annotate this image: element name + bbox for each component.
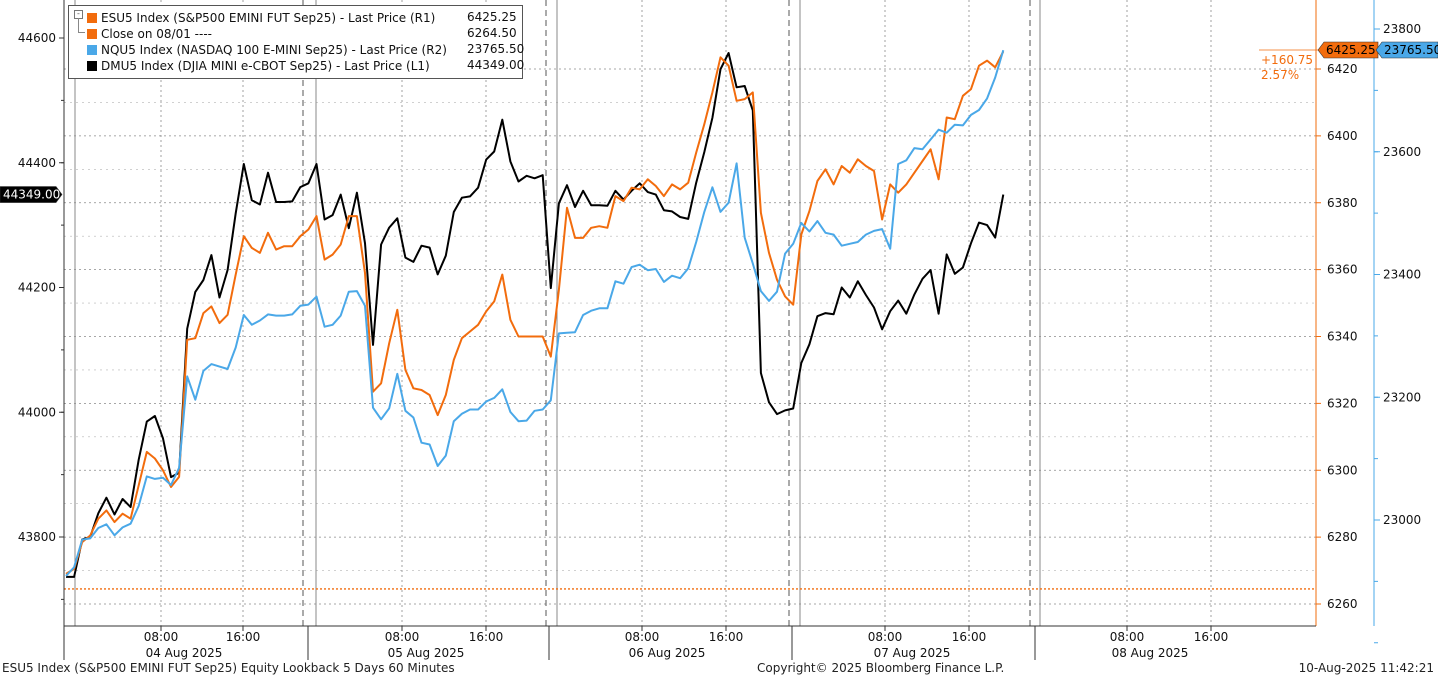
legend[interactable]: - ESU5 Index (S&P500 EMINI FUT Sep25) - … bbox=[68, 5, 525, 79]
x-tick-label: 16:00 bbox=[1194, 630, 1229, 644]
l1-last-value-bg bbox=[0, 186, 63, 203]
day-label: 08 Aug 2025 bbox=[1112, 646, 1189, 660]
r1-tick-label: 6380 bbox=[1327, 196, 1358, 210]
day-label: 05 Aug 2025 bbox=[388, 646, 465, 660]
x-tick-label: 08:00 bbox=[385, 630, 420, 644]
plot-area bbox=[64, 0, 1316, 626]
l1-tick-label: 44600 bbox=[18, 31, 56, 45]
day-label: 04 Aug 2025 bbox=[146, 646, 223, 660]
r1-tick-label: 6360 bbox=[1327, 263, 1358, 277]
x-tick-label: 16:00 bbox=[952, 630, 987, 644]
l1-tick-label: 43800 bbox=[18, 530, 56, 544]
series-line-r2 bbox=[65, 49, 1005, 577]
r2-last-value: 23765.50 bbox=[1375, 41, 1438, 59]
legend-item-nqu5[interactable]: NQU5 Index (NASDAQ 100 E-MINI Sep25) - L… bbox=[87, 42, 447, 58]
series-lines bbox=[65, 49, 1005, 578]
swatch-nqu5 bbox=[87, 45, 97, 55]
l1-tick-label: 44200 bbox=[18, 281, 56, 295]
x-tick-label: 08:00 bbox=[625, 630, 660, 644]
axes: 43800 44000 44200 44400 44600 6260 6280 6300 632… bbox=[18, 0, 1421, 660]
footer-description: ESU5 Index (S&P500 EMINI FUT Sep25) Equi… bbox=[2, 661, 455, 675]
legend-label: DMU5 Index (DJIA MINI e-CBOT Sep25) - La… bbox=[101, 59, 430, 73]
x-tick-label: 16:00 bbox=[226, 630, 261, 644]
r2-tick-label: 23600 bbox=[1383, 145, 1421, 159]
x-tick-label: 08:00 bbox=[1110, 630, 1145, 644]
footer-timestamp: 10-Aug-2025 11:42:21 bbox=[1298, 661, 1434, 675]
last-value-labels: 44349.00 6425.25 23765.50 +160.752.57% bbox=[0, 41, 1438, 203]
l1-tick-label: 44000 bbox=[18, 405, 56, 419]
legend-value: 23765.50 bbox=[467, 42, 525, 56]
swatch-dmu5 bbox=[87, 61, 97, 71]
x-tick-label: 16:00 bbox=[469, 630, 504, 644]
r1-tick-label: 6420 bbox=[1327, 62, 1358, 76]
r2-tick-label: 23000 bbox=[1383, 513, 1421, 527]
series-line-l1 bbox=[66, 52, 1005, 578]
day-label: 06 Aug 2025 bbox=[629, 646, 706, 660]
r1-tick-label: 6300 bbox=[1327, 463, 1358, 477]
change-annotation: +160.75 bbox=[1261, 53, 1313, 67]
legend-value: 44349.00 bbox=[467, 58, 525, 72]
x-tick-label: 08:00 bbox=[144, 630, 179, 644]
series-line-r1 bbox=[65, 50, 1005, 575]
percent-annotation: 2.57% bbox=[1261, 68, 1299, 82]
r2-tick-label: 23400 bbox=[1383, 268, 1421, 282]
day-label: 07 Aug 2025 bbox=[874, 646, 951, 660]
legend-label: NQU5 Index (NASDAQ 100 E-MINI Sep25) - L… bbox=[101, 43, 447, 57]
r2-tick-label: 23800 bbox=[1383, 22, 1421, 36]
r1-tick-label: 6280 bbox=[1327, 530, 1358, 544]
r2-last-value-text: 23765.50 bbox=[1384, 43, 1438, 57]
x-tick-label: 16:00 bbox=[709, 630, 744, 644]
legend-item-close[interactable]: Close on 08/01 ---- bbox=[87, 26, 212, 42]
swatch-esu5 bbox=[87, 13, 97, 23]
r1-tick-label: 6340 bbox=[1327, 330, 1358, 344]
legend-value: 6264.50 bbox=[467, 26, 517, 40]
l1-last-value: 44349.00 bbox=[0, 186, 63, 203]
x-tick-label: 08:00 bbox=[868, 630, 903, 644]
swatch-close bbox=[87, 29, 97, 39]
legend-label: Close on 08/01 ---- bbox=[101, 27, 212, 41]
footer-copyright: Copyright© 2025 Bloomberg Finance L.P. bbox=[757, 661, 1005, 675]
l1-tick-label: 44400 bbox=[18, 156, 56, 170]
tree-branch-icon bbox=[78, 18, 85, 33]
grid bbox=[64, 0, 1316, 626]
r1-tick-label: 6260 bbox=[1327, 597, 1358, 611]
r1-last-value: 6425.25 bbox=[1317, 41, 1379, 59]
r1-tick-label: 6400 bbox=[1327, 129, 1358, 143]
r1-tick-label: 6320 bbox=[1327, 396, 1358, 410]
legend-item-esu5[interactable]: ESU5 Index (S&P500 EMINI FUT Sep25) - La… bbox=[87, 10, 435, 26]
legend-value: 6425.25 bbox=[467, 10, 517, 24]
l1-last-value-text: 44349.00 bbox=[3, 188, 60, 202]
r1-last-value-text: 6425.25 bbox=[1326, 43, 1376, 57]
r2-last-value-bg bbox=[1375, 41, 1438, 59]
legend-label: ESU5 Index (S&P500 EMINI FUT Sep25) - La… bbox=[101, 11, 436, 25]
legend-item-dmu5[interactable]: DMU5 Index (DJIA MINI e-CBOT Sep25) - La… bbox=[87, 58, 430, 74]
r2-tick-label: 23200 bbox=[1383, 390, 1421, 404]
